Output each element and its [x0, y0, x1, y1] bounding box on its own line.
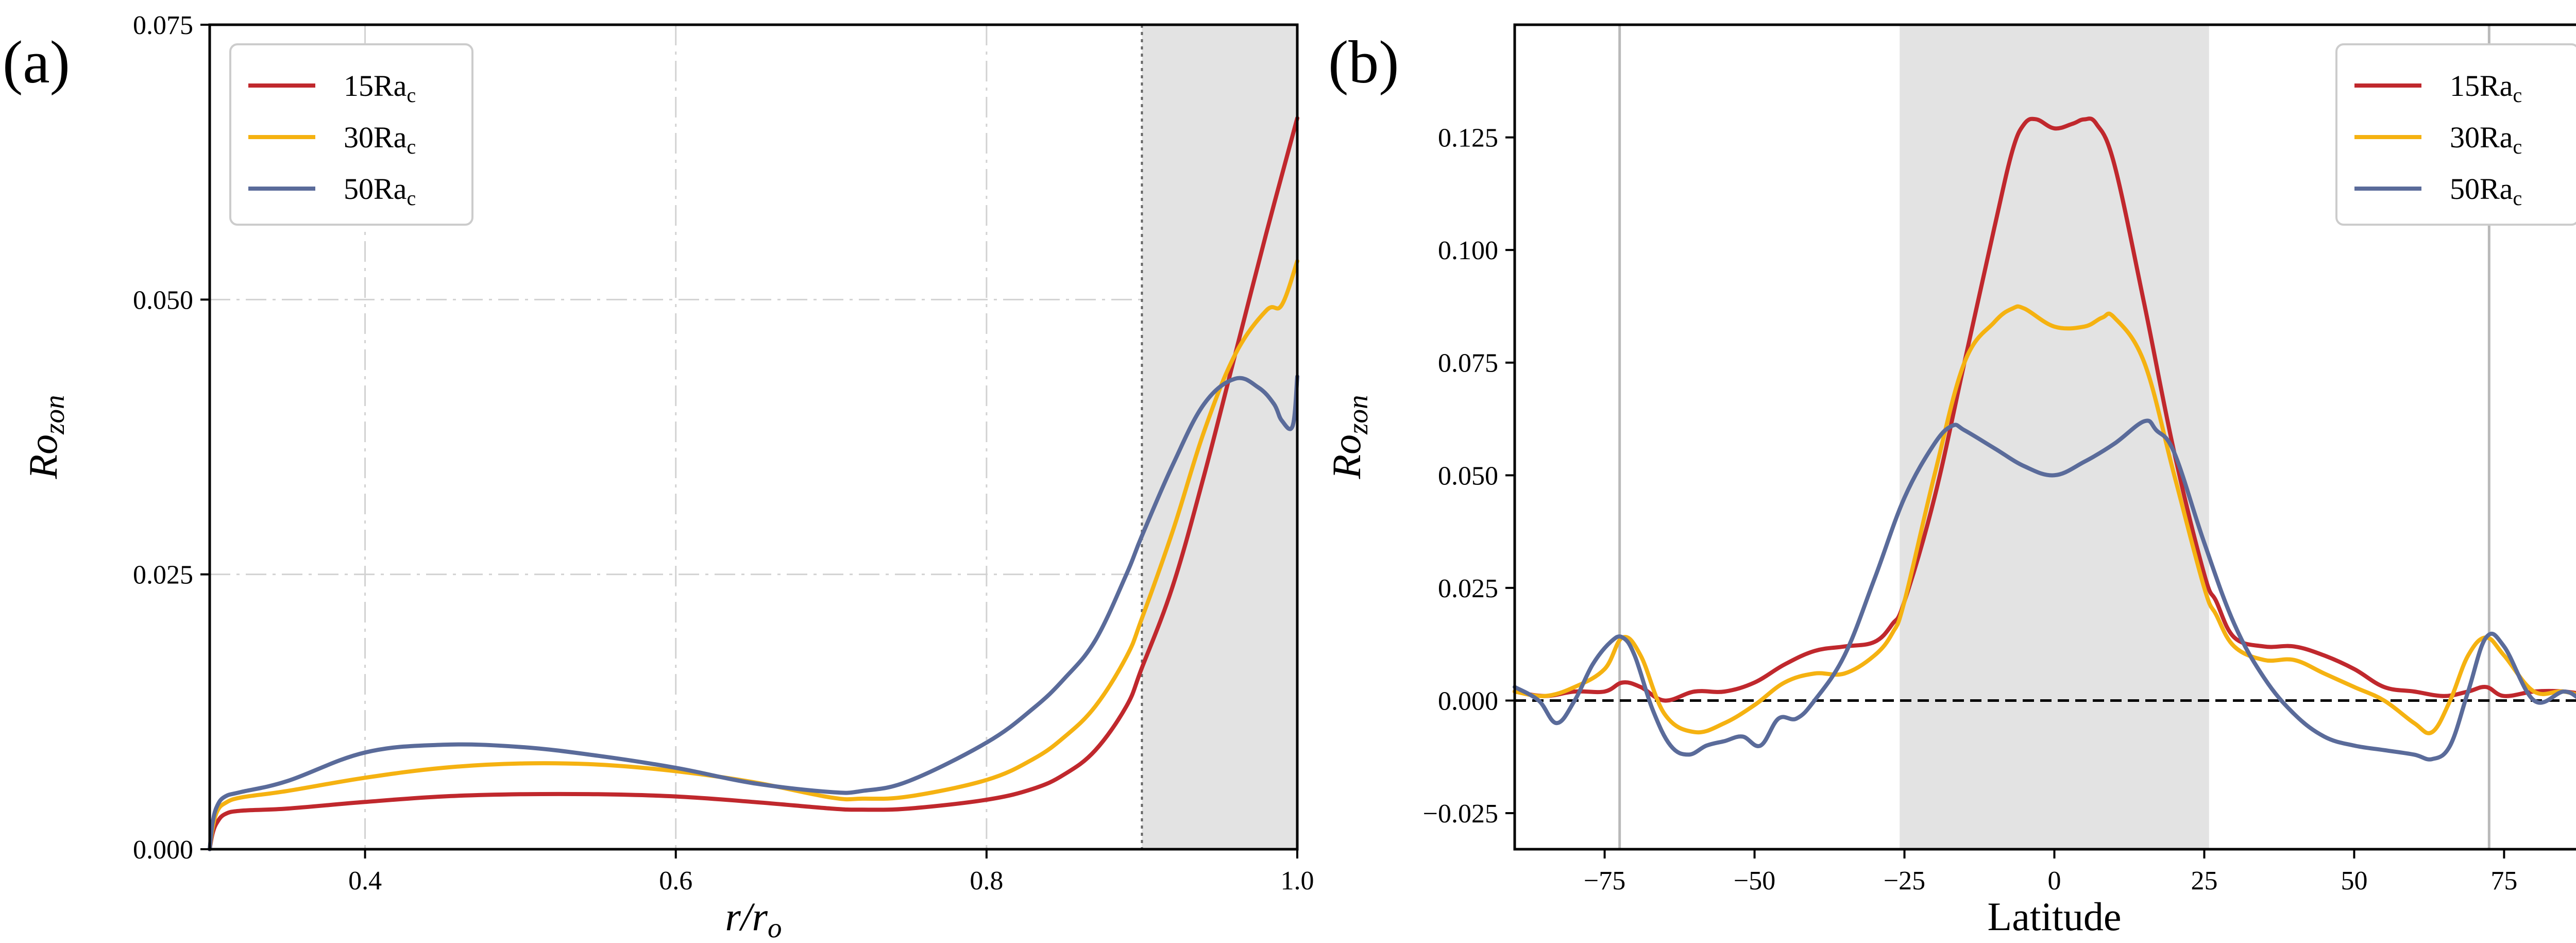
panel-a-label: (a) — [3, 28, 70, 96]
shaded-band — [1900, 25, 2209, 849]
legend-entry-subscript: c — [406, 187, 416, 210]
shaded-band — [1142, 25, 1297, 849]
y-label-main: Ro — [1324, 434, 1369, 480]
legend-box — [2335, 43, 2576, 226]
panel-a-grid — [210, 25, 1297, 849]
x-tick-label: 50 — [2341, 866, 2367, 896]
x-tick-label: 0.8 — [970, 866, 1003, 896]
panel-b-shaded-region — [1900, 25, 2209, 849]
x-tick-label: 0 — [2048, 866, 2061, 896]
panel-a: (a) 0.4 0.6 0.8 1.0 0.000 0.025 0.050 0.075 r/r… — [3, 11, 1314, 943]
x-tick-label: −25 — [1884, 866, 1925, 896]
panel-b-label: (b) — [1328, 28, 1399, 96]
y-tick-label: 0.000 — [133, 835, 193, 865]
x-label-main: r/r — [725, 894, 768, 939]
series-line-3 — [208, 374, 1299, 851]
panel-a-y-axis-label: Rozon — [21, 395, 70, 479]
legend-entry-1: 15Rac — [344, 69, 416, 107]
panel-b-series — [1513, 116, 2576, 762]
y-tick-label: 0.125 — [1438, 124, 1498, 153]
y-label-sub: zon — [39, 395, 70, 434]
legend-entry-3: 50Rac — [2450, 172, 2522, 210]
series-line-1 — [208, 116, 1299, 851]
y-tick-label: 0.000 — [1438, 686, 1498, 716]
legend-entry-name: 30Ra — [2450, 121, 2513, 154]
series-line-1 — [1513, 116, 2576, 703]
series-line-2 — [1513, 304, 2576, 735]
panel-b-ticks: −75 −50 −25 0 25 50 75 −0.025 0.000 0.025 0.050 0.0… — [1423, 124, 2518, 896]
panel-a-x-axis-label: r/ro — [725, 894, 782, 943]
x-tick-label: −75 — [1584, 866, 1625, 896]
series-line-2 — [208, 259, 1299, 851]
legend-entry-1: 15Rac — [2450, 69, 2522, 107]
x-tick-label: −50 — [1734, 866, 1775, 896]
panel-a-series — [208, 116, 1299, 851]
x-label-sub: o — [768, 912, 782, 943]
y-tick-label: 0.100 — [1438, 236, 1498, 265]
legend-entry-name: 15Ra — [344, 69, 406, 103]
x-tick-label: 25 — [2191, 866, 2217, 896]
legend-entry-2: 30Rac — [344, 121, 416, 158]
legend-entry-name: 50Ra — [2450, 172, 2513, 206]
x-tick-label: 1.0 — [1281, 866, 1314, 896]
legend-entry-subscript: c — [406, 135, 416, 158]
x-tick-label: 0.4 — [348, 866, 382, 896]
legend-entry-3: 50Rac — [344, 172, 416, 210]
legend-entry-name: 50Ra — [344, 172, 406, 206]
panel-a-frame — [208, 23, 1299, 851]
y-tick-label: −0.025 — [1423, 799, 1498, 829]
y-tick-label: 0.075 — [1438, 349, 1498, 378]
panel-b: (b) −75 −50 −25 0 25 50 75 −0.025 0.000 0.025 0.05… — [1324, 23, 2576, 939]
y-label-sub: zon — [1342, 395, 1374, 434]
series-line-3 — [1513, 418, 2576, 762]
y-tick-label: 0.025 — [133, 561, 193, 590]
y-tick-label: 0.050 — [1438, 461, 1498, 491]
legend-entry-name: 30Ra — [344, 121, 406, 154]
legend-entry-subscript: c — [2513, 135, 2522, 158]
panel-a-ticks: 0.4 0.6 0.8 1.0 0.000 0.025 0.050 0.075 — [133, 11, 1314, 896]
panel-a-shaded-region — [1141, 25, 1297, 849]
legend-entry-subscript: c — [406, 83, 416, 107]
legend-entry-subscript: c — [2513, 83, 2522, 107]
y-label-main: Ro — [21, 434, 65, 480]
legend-entry-2: 30Rac — [2450, 121, 2522, 158]
legend-entry-subscript: c — [2513, 187, 2522, 210]
legend-entry-name: 15Ra — [2450, 69, 2513, 103]
panel-b-y-axis-label: Rozon — [1324, 395, 1374, 479]
y-tick-label: 0.025 — [1438, 574, 1498, 603]
x-tick-label: 0.6 — [659, 866, 692, 896]
y-tick-label: 0.050 — [133, 285, 193, 315]
y-tick-label: 0.075 — [133, 11, 193, 40]
panel-b-x-axis-label: Latitude — [1988, 894, 2122, 939]
x-tick-label: 75 — [2490, 866, 2517, 896]
legend-box — [229, 43, 473, 226]
